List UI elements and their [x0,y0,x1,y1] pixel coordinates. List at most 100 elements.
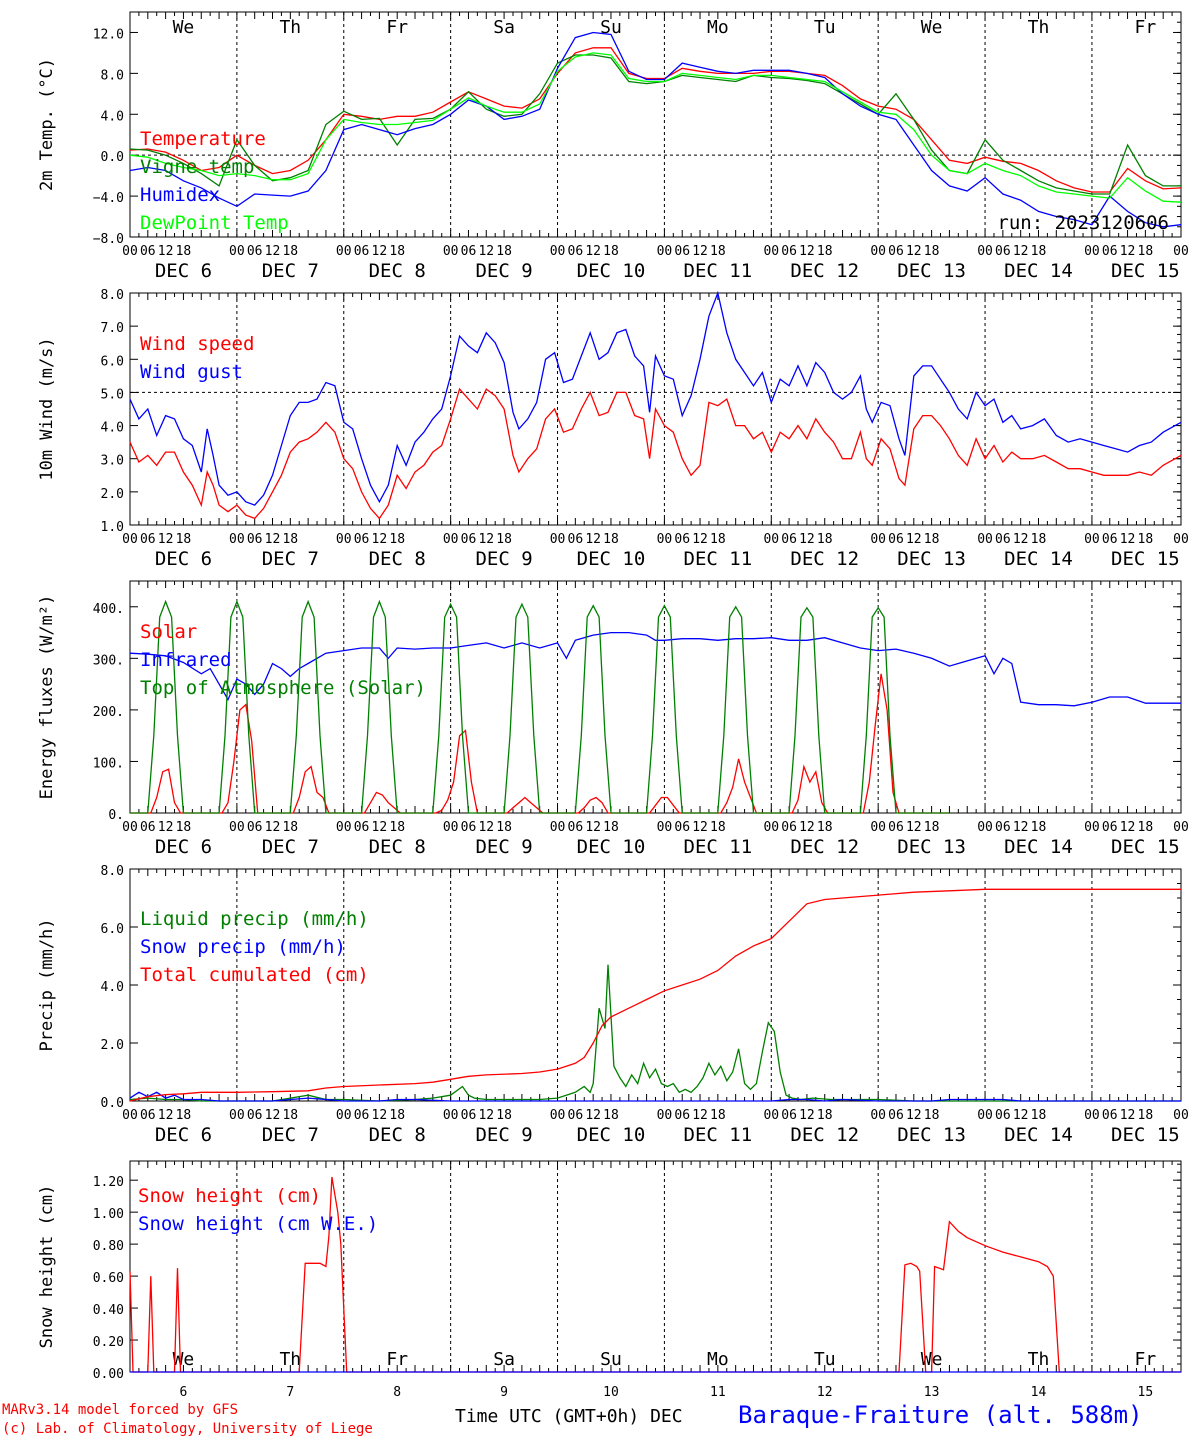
hour-tick-label: 00 [657,244,673,259]
hour-tick-label: 00 [1084,532,1100,547]
hour-tick-label: 18 [1138,532,1154,547]
hour-tick-label: 12 [1120,820,1136,835]
y-axis-label: 2m Temp. (°C) [37,58,57,191]
hour-tick-label: 18 [389,820,405,835]
hour-tick-label: 18 [924,532,940,547]
hour-tick-label: 18 [282,1108,298,1123]
run-label: run: 2023120606 [997,212,1169,234]
hour-tick-label: 00 [1173,820,1189,835]
date-label: DEC 7 [262,1124,319,1146]
y-tick-label: 400. [93,602,124,617]
day-number-label: 11 [710,1385,726,1400]
hour-tick-label: 18 [817,820,833,835]
hour-tick-label: 12 [585,1108,601,1123]
date-label: DEC 8 [369,548,426,570]
date-label: DEC 6 [155,836,212,858]
hour-tick-label: 00 [443,1108,459,1123]
hour-tick-label: 06 [354,244,370,259]
hour-tick-label: 00 [977,244,993,259]
date-label: DEC 8 [369,260,426,282]
hour-tick-label: 12 [1120,532,1136,547]
date-label: DEC 15 [1111,548,1180,570]
weekday-label: Th [1028,17,1050,38]
hour-tick-label: 06 [461,532,477,547]
hour-tick-label: 00 [336,244,352,259]
hour-tick-label: 18 [710,244,726,259]
y-tick-label: 8.0 [101,68,124,83]
hour-tick-label: 06 [140,244,156,259]
panel-5: 1.20 1.00 0.80 0.60 0.40 0.20 0.00 Snow height … [37,1160,1182,1400]
y-tick-label: 4.0 [101,421,124,436]
hour-tick-label: 06 [568,244,584,259]
hour-tick-label: 06 [674,1108,690,1123]
date-label: DEC 10 [577,260,646,282]
hour-tick-label: 00 [122,820,138,835]
hour-tick-label: 12 [585,820,601,835]
y-tick-label: 8.0 [101,288,124,303]
hour-tick-label: 00 [443,532,459,547]
hour-tick-label: 12 [265,1108,281,1123]
hour-tick-label: 00 [977,532,993,547]
y-tick-label: 12.0 [93,27,124,42]
legend-entry: Humidex [140,184,220,206]
location-label: Baraque-Fraiture (alt. 588m) [738,1401,1143,1429]
hour-tick-label: 00 [763,1108,779,1123]
hour-tick-label: 12 [906,820,922,835]
date-label: DEC 12 [790,1124,859,1146]
time-axis-label: Time UTC (GMT+0h) DEC [455,1406,683,1427]
hour-tick-label: 18 [496,244,512,259]
hour-tick-label: 00 [763,820,779,835]
weekday-label: Fr [386,17,408,38]
hour-tick-label: 12 [1120,244,1136,259]
panel-3: 400. 300. 200. 100. 0. Energy fluxes (W/m²) 00… [37,580,1189,858]
hour-tick-label: 00 [550,532,566,547]
hour-tick-label: 12 [158,1108,174,1123]
hour-tick-label: 12 [799,820,815,835]
y-tick-label: 0.80 [93,1239,124,1254]
hour-tick-label: 00 [336,532,352,547]
y-tick-label: 0.0 [101,1096,124,1111]
hour-tick-label: 18 [817,244,833,259]
date-label: DEC 7 [262,836,319,858]
hour-tick-label: 06 [461,244,477,259]
day-number-label: 10 [603,1385,619,1400]
weekday-label: We [173,17,195,38]
y-tick-label: 0.0 [101,150,124,165]
hour-tick-label: 18 [176,820,192,835]
hour-tick-label: 12 [692,244,708,259]
weekday-label: Th [279,1349,301,1370]
hour-tick-label: 06 [247,1108,263,1123]
hour-tick-label: 00 [229,532,245,547]
series-line [129,631,1181,707]
y-tick-label: 0.60 [93,1271,124,1286]
model-credit: MARv3.14 model forced by GFS [2,1402,239,1418]
hour-tick-label: 06 [781,820,797,835]
legend-entry: Vigne temp [140,156,254,178]
hour-tick-label: 18 [1138,820,1154,835]
hour-tick-label: 18 [603,820,619,835]
hour-tick-label: 00 [336,1108,352,1123]
weekday-label: Th [1028,1349,1050,1370]
date-label: DEC 7 [262,548,319,570]
hour-tick-label: 18 [282,820,298,835]
lab-credit: (c) Lab. of Climatology, University of L… [2,1421,373,1437]
hour-tick-label: 06 [1102,1108,1118,1123]
hour-tick-label: 12 [265,820,281,835]
hour-tick-label: 00 [870,820,886,835]
hour-tick-label: 06 [354,532,370,547]
legend-entry: Snow precip (mm/h) [140,936,346,958]
y-axis-label: Precip (mm/h) [37,918,57,1051]
hour-tick-label: 06 [995,1108,1011,1123]
hour-tick-label: 18 [924,820,940,835]
hour-tick-label: 18 [176,1108,192,1123]
weekday-label: Th [279,17,301,38]
day-number-label: 12 [817,1385,833,1400]
y-tick-label: 6.0 [101,354,124,369]
hour-tick-label: 18 [496,532,512,547]
y-tick-label: 1.00 [93,1207,124,1222]
date-label: DEC 14 [1004,548,1073,570]
hour-tick-label: 12 [372,820,388,835]
hour-tick-label: 06 [140,532,156,547]
